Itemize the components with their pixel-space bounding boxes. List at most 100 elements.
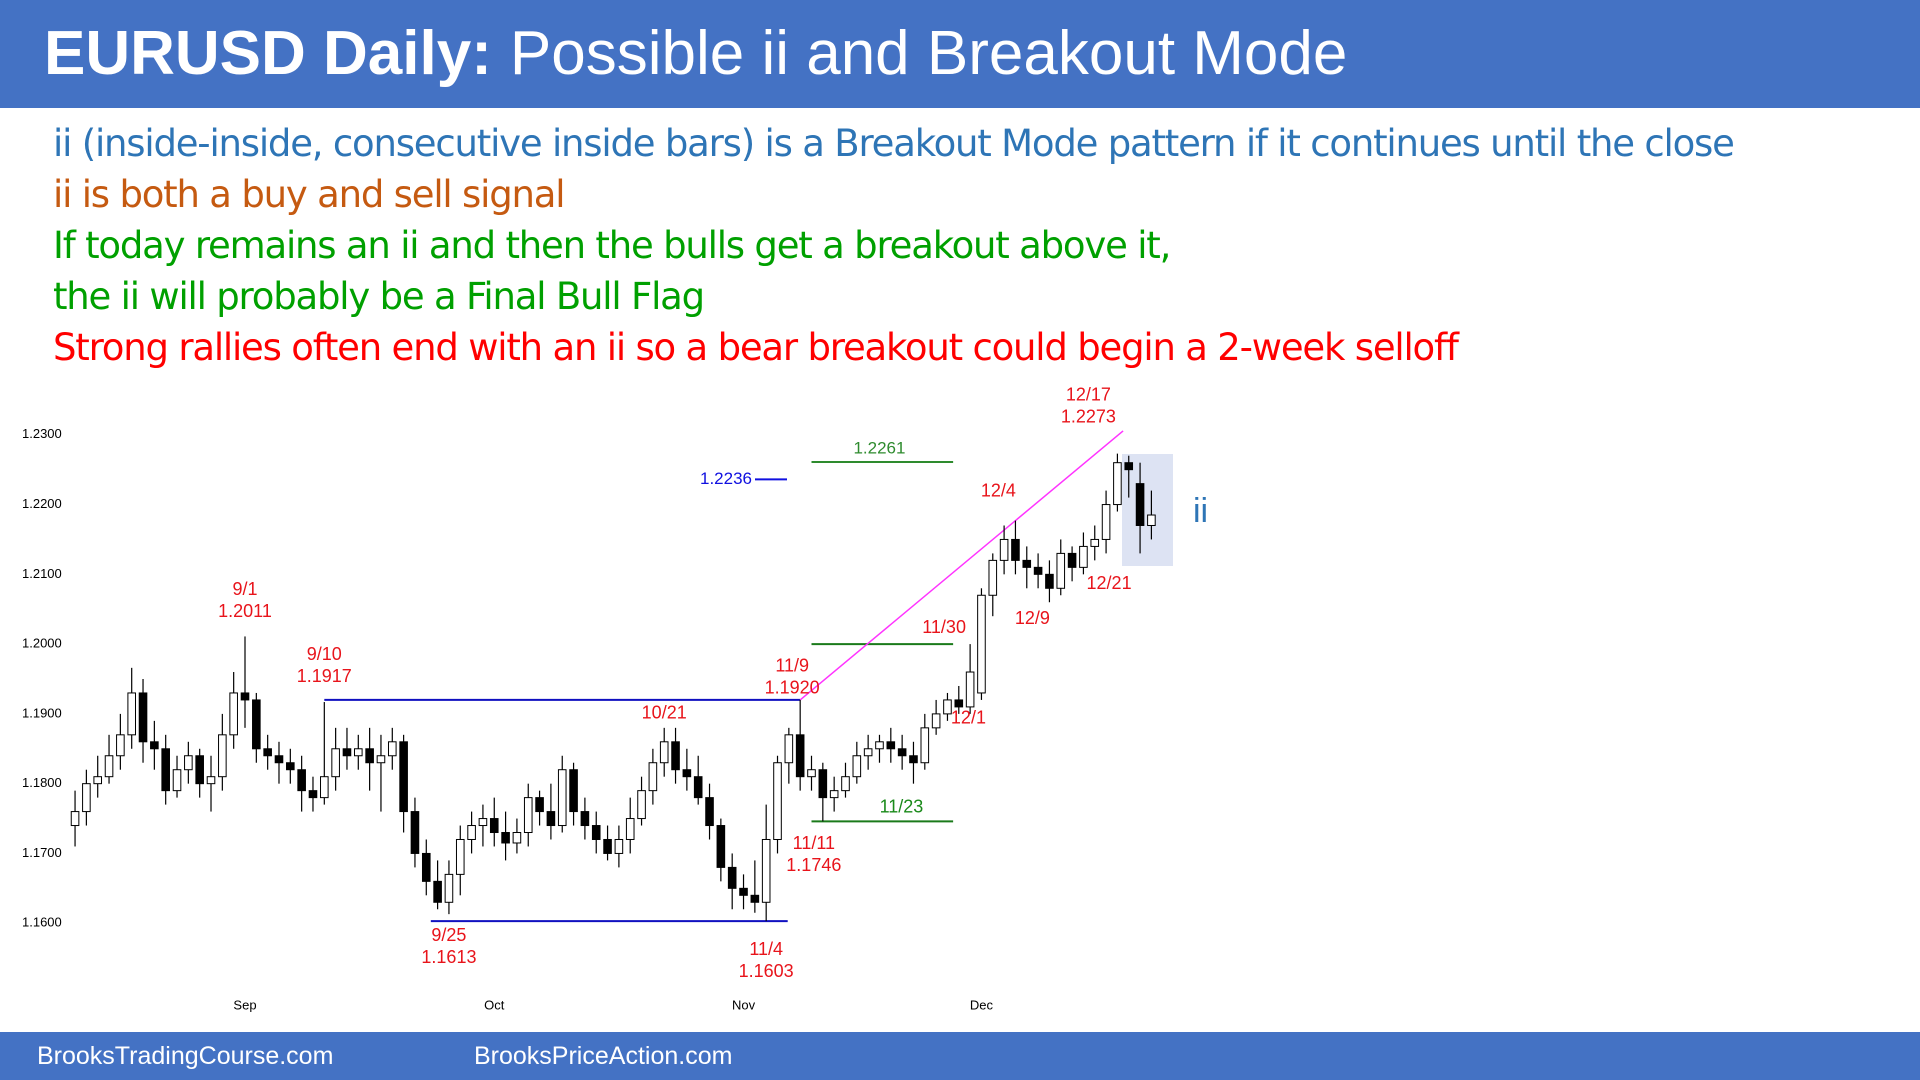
candle-body [886, 741, 896, 750]
candle-body [331, 748, 340, 778]
candle-body [195, 755, 204, 785]
candle-body [1090, 538, 1100, 547]
candle-body [297, 769, 306, 792]
candle-body [546, 811, 556, 827]
candle-body [104, 755, 114, 778]
candle-body [671, 741, 680, 771]
candle-body [1033, 566, 1043, 575]
candle-body [82, 783, 91, 813]
footer: BrooksTradingCourse.com BrooksPriceAction… [0, 1032, 1920, 1080]
annotation-price: 1.2011 [218, 601, 272, 621]
annotation-date: 11/9 [775, 656, 809, 676]
annotation-date: 9/25 [431, 925, 466, 945]
candle-body [603, 838, 612, 854]
annotation-price: 1.2273 [1061, 406, 1116, 426]
annotation-date: 10/21 [642, 703, 687, 723]
annotation-date: 11/23 [880, 796, 924, 816]
candle-body [999, 538, 1009, 561]
x-tick-label: Sep [233, 997, 256, 1012]
candle-body [523, 797, 533, 834]
candle-body [750, 894, 760, 903]
candle-body [909, 755, 918, 764]
candle-body [252, 699, 261, 750]
candle-body [320, 776, 329, 799]
candle-body [1067, 552, 1077, 568]
candle-body [1079, 545, 1088, 568]
y-tick-label: 1.1600 [22, 915, 62, 930]
annotation-date: 12/1 [951, 708, 986, 728]
candle-body [342, 748, 352, 757]
annotation-date: 12/21 [1087, 573, 1132, 593]
candle-body [648, 762, 658, 792]
candle-body [387, 741, 397, 757]
annotation-date: 11/4 [749, 939, 783, 959]
title-bold: EURUSD Daily: [44, 19, 492, 88]
candle-body [286, 762, 295, 771]
candle-body [614, 838, 624, 854]
candle-body [625, 818, 635, 840]
y-tick-label: 1.2200 [22, 496, 62, 511]
candle-body [988, 559, 998, 596]
level-label: 1.2261 [853, 438, 905, 457]
candle-body [512, 832, 522, 844]
annotation-date: 9/10 [307, 644, 342, 664]
candle-body [1022, 559, 1032, 568]
candle-body [354, 748, 363, 757]
annotation-date: 12/17 [1066, 384, 1111, 404]
candle-body [761, 838, 771, 903]
candle-body [467, 825, 476, 840]
y-tick-label: 1.2300 [22, 426, 62, 441]
candle-body [739, 887, 748, 896]
candle-body [150, 741, 159, 750]
candle-body [965, 671, 975, 708]
candle-body [161, 748, 170, 792]
candle-body [308, 790, 318, 799]
candle-body [93, 776, 103, 785]
candle-body [591, 825, 601, 840]
candle-body [818, 769, 828, 799]
level-label: 1.2236 [700, 469, 752, 488]
candle-body [1124, 462, 1134, 471]
candle-body [863, 748, 873, 757]
candle-body [931, 713, 941, 729]
footer-left: BrooksTradingCourse.com [37, 1042, 334, 1070]
candle-body [138, 692, 148, 743]
candle-body [784, 734, 794, 764]
candle-body [875, 741, 884, 750]
y-tick-label: 1.1900 [22, 705, 62, 720]
note-line: ii is both a buy and sell signal [53, 173, 565, 216]
annotation-price: 1.1917 [297, 666, 352, 686]
candle-body [410, 811, 420, 854]
candle-body [70, 811, 80, 827]
footer-right: BrooksPriceAction.com [474, 1042, 733, 1070]
candle-body [376, 755, 386, 764]
candle-body [127, 692, 137, 736]
candle-body [637, 790, 646, 820]
y-tick-label: 1.1700 [22, 845, 62, 860]
candle-body [240, 692, 250, 701]
candle-body [580, 811, 590, 827]
candle-body [263, 748, 272, 757]
x-tick-label: Dec [970, 997, 994, 1012]
candle-body [897, 748, 907, 757]
note-line: If today remains an ii and then the bull… [53, 224, 1171, 267]
candle-body [920, 727, 930, 764]
candle-body [943, 699, 952, 715]
annotation-date: 11/11 [793, 833, 835, 853]
annotation-price: 1.1746 [786, 855, 841, 875]
candle-body [1045, 573, 1054, 589]
trend-line [799, 430, 1124, 701]
candle-body [841, 776, 850, 792]
candle-body [478, 818, 488, 827]
candle-body [433, 880, 442, 903]
candle-body [399, 741, 408, 813]
note-line: Strong rallies often end with an ii so a… [53, 326, 1459, 369]
candle-body [829, 790, 839, 799]
candle-body [716, 825, 726, 868]
x-tick-label: Nov [732, 997, 756, 1012]
candle-body [693, 776, 703, 799]
annotation-date: 9/1 [232, 579, 257, 599]
x-tick-label: Oct [484, 997, 505, 1012]
candle-body [218, 734, 227, 778]
